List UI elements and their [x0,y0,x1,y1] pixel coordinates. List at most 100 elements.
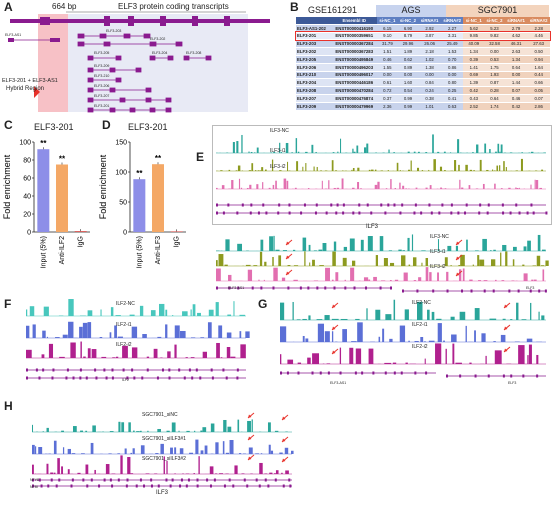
coverage-peak [481,333,486,342]
coverage-peak [530,184,532,189]
coverage-peak [352,148,354,153]
gene-exon [289,484,292,488]
coverage-peak [455,245,459,251]
coverage-peak [249,184,252,189]
gene-exon [544,289,547,293]
coverage-peak [495,151,497,153]
coverage-peak [280,354,282,364]
y-tick-label: 100 [19,140,31,147]
table-cell: ENST00000367283 [331,47,378,56]
coverage-peak [43,306,49,316]
coverage-peak [256,147,259,153]
gene-exon [390,286,393,290]
coverage-peak [163,456,165,474]
gene-exon [58,478,61,482]
table-cell: 2.79 [504,24,528,33]
coverage-peak [245,331,250,338]
coverage-peak [389,280,392,281]
hybrid-label-line2: Hybrid Region [6,86,45,92]
red-arrowhead-icon [286,241,290,245]
coverage-peak [92,425,96,432]
gene-exon [438,211,441,215]
x-tick-label: Anti-ILF3 [155,236,162,265]
gene-exon [536,374,539,378]
coverage-tracks-top [216,134,548,215]
coverage-peak [209,466,214,474]
table-cell: 0.64 [484,94,505,103]
table-cell: ENST00000496017 [331,71,378,80]
coverage-peak [493,341,496,342]
gene-exon [249,211,252,215]
coverage-peak [32,424,34,432]
red-arrowhead-icon [456,272,460,276]
gene-exon [335,211,338,215]
red-arrowhead-icon [504,304,508,308]
coverage-peak [405,362,408,364]
y-tick-label: 80 [23,158,31,165]
coverage-peak [238,453,242,454]
bar [74,231,87,232]
x-tick-label: Input (5%) [136,236,143,268]
table-cell: ENST00000495849 [331,55,378,64]
coverage-peak [182,311,188,316]
table-cell: 2.86 [527,102,550,111]
coverage-peak [224,264,228,266]
gene-label: NFYB [30,478,40,482]
gene-exon [169,484,172,488]
coverage-peak [87,310,93,316]
coverage-peak [130,452,133,454]
panel-label-f: F [4,297,12,311]
coverage-peak [450,316,455,320]
panel-label-g: G [258,297,268,311]
coverage-peak [174,447,177,454]
coverage-peak [115,315,121,316]
coverage-peak [315,151,317,153]
coverage-peak [232,142,235,153]
coverage-peak [425,152,428,153]
coverage-peak [405,188,407,189]
coverage-peak [353,151,356,153]
table-cell: 1.39 [463,78,485,88]
coverage-tracks-bottom [216,234,549,293]
coverage-peak [238,178,241,189]
gene-exon [430,211,433,215]
coverage-peak [485,355,487,364]
coverage-peak [425,257,429,266]
gene-exon [98,484,101,488]
gene-exon [141,376,144,380]
table-cell: 4.62 [504,32,528,41]
coverage-peak [166,430,170,432]
gene-exon [55,484,58,488]
gene-exon [517,289,520,293]
coverage-peak [147,430,149,432]
coverage-peak [503,161,505,171]
coverage-peak [394,187,396,189]
table-cell: 8.79 [397,32,419,41]
coverage-peak [293,249,296,251]
coverage-peak [444,188,447,189]
gene-exon [432,289,435,293]
gene-exon [111,368,114,372]
y-tick-label: 20 [23,212,31,219]
coverage-peak [535,170,538,171]
gene-exon [264,478,267,482]
coverage-peak [312,259,315,266]
coverage-peak [67,469,70,474]
coverage-peak [275,470,279,474]
gene-exon [277,211,280,215]
coverage-peak [254,152,256,153]
gene-exon [40,484,43,488]
table-row: ELF3-204 ENST00000446186 0.61 1.60 0.84 0.80 1… [296,78,550,88]
coverage-peak [408,340,410,342]
coverage-peak [475,188,479,189]
transcript-label: ELF3-209 [94,64,110,68]
coverage-peak [32,444,35,454]
table-cell: ELF3-207 [296,94,332,103]
y-tick-label: 0 [123,230,127,237]
coverage-peak [332,152,335,153]
coverage-peak [497,143,500,153]
coverage-peak [202,427,207,432]
gene-exon [82,478,85,482]
gene-exon [228,478,231,482]
coverage-peak [368,348,374,364]
